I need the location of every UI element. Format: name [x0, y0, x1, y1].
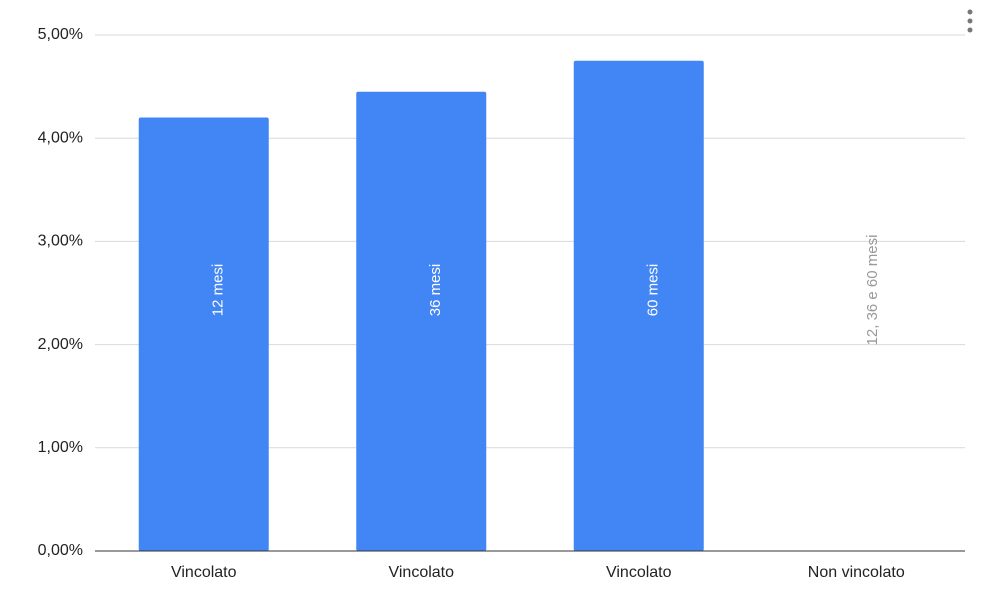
bar — [356, 91, 487, 551]
x-tick-label: Non vincolato — [808, 564, 905, 581]
bar-label: 60 mesi — [645, 264, 662, 317]
bar — [138, 117, 269, 551]
y-tick-label: 5,00% — [38, 26, 83, 43]
x-tick-label: Vincolato — [388, 564, 454, 581]
y-tick-label: 0,00% — [38, 542, 83, 559]
x-tick-label: Vincolato — [606, 564, 672, 581]
y-tick-label: 3,00% — [38, 233, 83, 250]
bar-label: 12 mesi — [210, 264, 227, 317]
y-tick-label: 1,00% — [38, 439, 83, 456]
y-tick-label: 4,00% — [38, 129, 83, 146]
menu-icon[interactable] — [967, 9, 973, 33]
bar-label: 12, 36 e 60 mesi — [864, 235, 881, 346]
bar — [573, 60, 704, 552]
menu-dot — [967, 9, 973, 15]
x-tick-label: Vincolato — [171, 564, 237, 581]
menu-dot — [967, 27, 973, 33]
y-tick-label: 2,00% — [38, 336, 83, 353]
menu-dot — [967, 18, 973, 24]
bar-label: 36 mesi — [427, 264, 444, 317]
